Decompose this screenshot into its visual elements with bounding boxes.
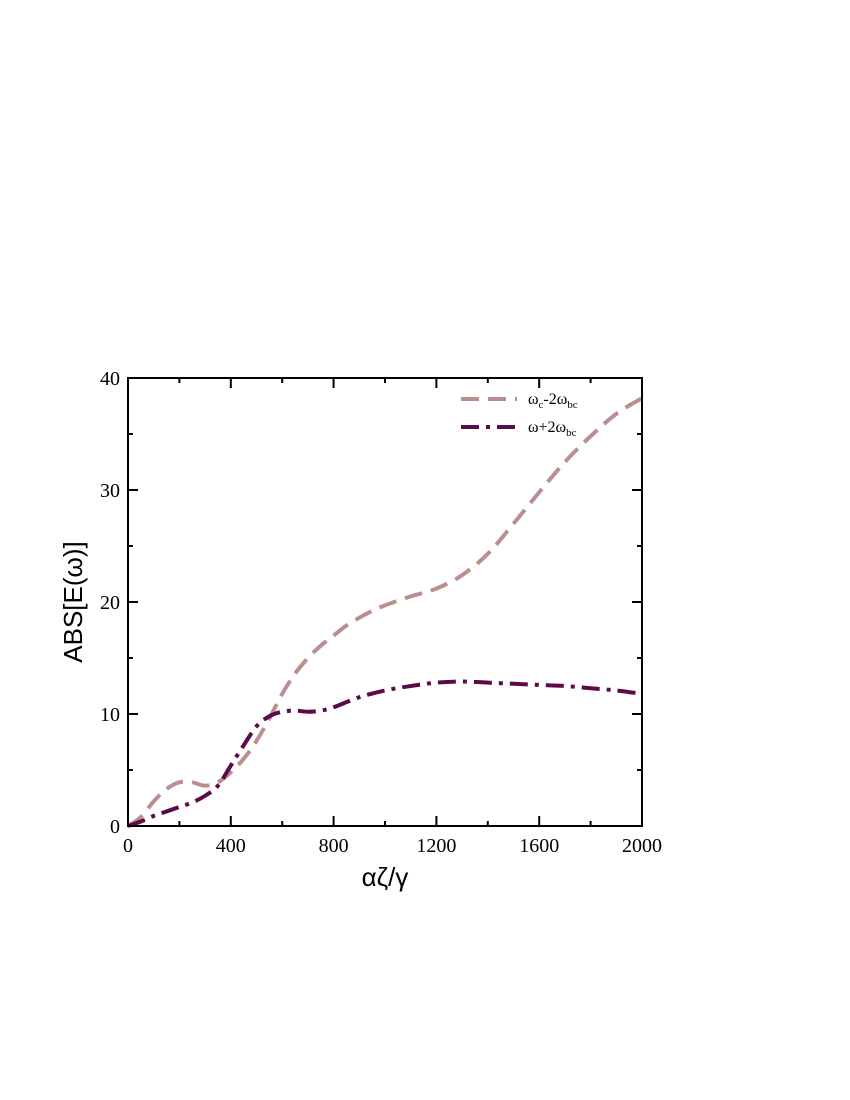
legend-label-0: ωc-2ωbc — [528, 391, 578, 411]
plot-frame — [127, 377, 643, 827]
x-axis-title: αζ/γ — [362, 862, 409, 892]
x-tick-label-2: 800 — [319, 835, 349, 857]
minor-ticks — [128, 378, 642, 826]
y-tick-label-4: 40 — [100, 368, 120, 390]
x-tick-label-0: 0 — [123, 835, 133, 857]
x-tick-label-5: 2000 — [622, 835, 662, 857]
series-line-0 — [126, 396, 644, 828]
legend-label-1-part-1: bc — [566, 427, 577, 439]
series-group — [126, 396, 644, 828]
legend-label-0-part-1: c — [539, 399, 544, 411]
legend: ωc-2ωbc ω+2ωbc — [461, 391, 578, 439]
legend-label-1: ω+2ωbc — [528, 419, 577, 439]
legend-label-0-part-2: -2ω — [543, 391, 567, 408]
legend-label-0-part-3: bc — [567, 399, 578, 411]
y-tick-label-2: 20 — [100, 592, 120, 614]
x-tick-label-1: 400 — [216, 835, 246, 857]
y-tick-label-1: 10 — [100, 704, 120, 726]
x-tick-label-3: 1200 — [416, 835, 456, 857]
major-ticks — [127, 377, 643, 827]
y-tick-label-0: 0 — [110, 816, 120, 838]
x-tick-label-4: 1600 — [519, 835, 559, 857]
legend-label-0-part-0: ω — [528, 391, 539, 408]
series-line-1 — [127, 679, 643, 828]
y-axis-title: ABS[E(ω)] — [58, 541, 88, 662]
y-tick-label-3: 30 — [100, 480, 120, 502]
tick-labels: 0 400 800 1200 1600 2000 0 10 20 30 40 — [100, 368, 662, 857]
legend-label-1-part-0: ω+2ω — [528, 419, 566, 436]
